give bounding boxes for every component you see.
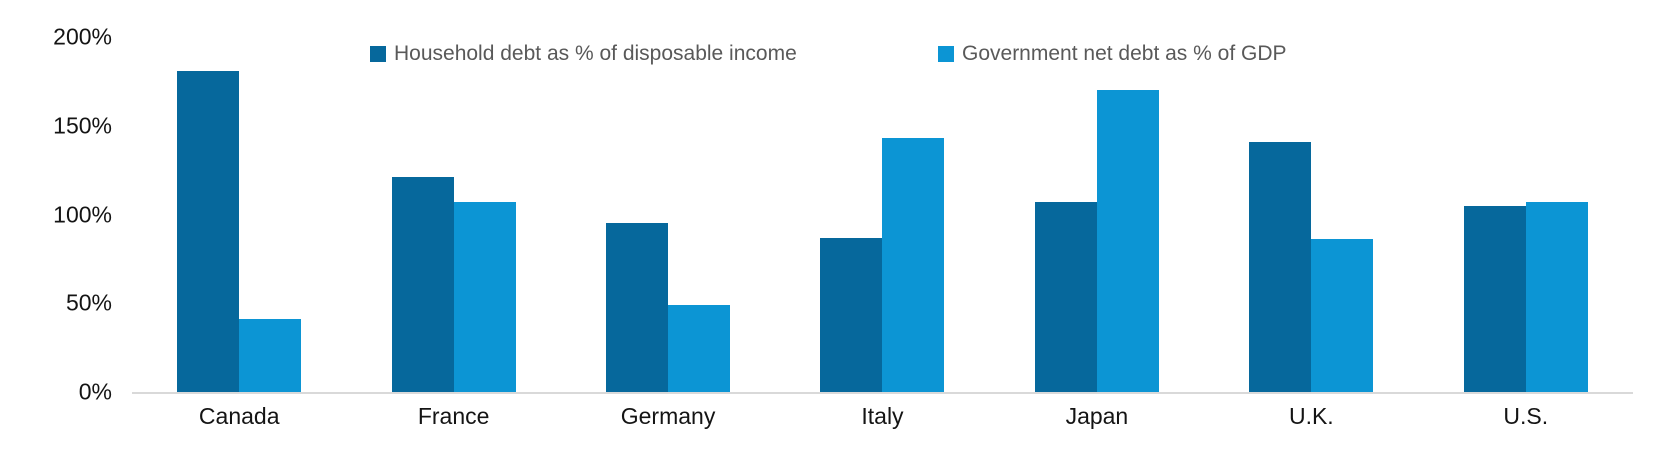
bar-group-us	[1419, 37, 1633, 392]
bar-france-series-0	[391, 177, 454, 392]
bar-group-canada	[132, 37, 346, 392]
legend-swatch-government-debt-icon	[938, 46, 954, 62]
bar-japan-series-1	[1096, 90, 1159, 392]
bar-canada-series-1	[239, 319, 302, 392]
bar-uk-series-0	[1249, 141, 1312, 392]
bar-italy-series-0	[820, 237, 883, 392]
x-label-france: France	[417, 403, 490, 429]
bar-group-germany	[561, 37, 775, 392]
bar-japan-series-0	[1034, 202, 1097, 392]
bar-us-series-0	[1463, 205, 1526, 392]
bar-us-series-1	[1525, 202, 1588, 392]
bar-group-france	[346, 37, 560, 392]
plot-area	[132, 37, 1633, 392]
bar-france-series-1	[453, 202, 516, 392]
y-tick-label-200: 200%	[53, 23, 112, 50]
bar-uk-series-1	[1311, 239, 1374, 392]
x-label-us: U.S.	[1503, 403, 1549, 429]
legend-label-government-debt: Government net debt as % of GDP	[962, 42, 1287, 65]
legend-swatch-household-debt-icon	[370, 46, 386, 62]
bar-germany-series-0	[606, 223, 669, 392]
bar-group-japan	[990, 37, 1204, 392]
bar-italy-series-1	[882, 138, 945, 392]
x-label-germany: Germany	[620, 403, 716, 429]
x-label-canada: Canada	[198, 403, 280, 429]
bar-canada-series-0	[177, 70, 240, 392]
y-tick-label-0: 0%	[78, 378, 112, 405]
bar-germany-series-1	[668, 305, 731, 392]
y-tick-label-50: 50%	[65, 289, 112, 316]
x-label-japan: Japan	[1065, 403, 1129, 429]
legend-label-household-debt: Household debt as % of disposable income	[394, 42, 797, 65]
legend-item-government-debt: Government net debt as % of GDP	[938, 42, 1287, 66]
x-axis-labels: Canada France Germany Italy Japan U.K. U.S.	[132, 403, 1633, 430]
x-label-uk: U.K.	[1288, 403, 1334, 429]
bar-group-italy	[775, 37, 989, 392]
x-label-italy: Italy	[861, 403, 904, 429]
y-tick-label-150: 150%	[53, 112, 112, 139]
bar-group-uk	[1204, 37, 1418, 392]
legend-item-household-debt: Household debt as % of disposable income	[370, 42, 797, 66]
y-tick-label-100: 100%	[53, 201, 112, 227]
x-axis-baseline	[132, 392, 1633, 394]
